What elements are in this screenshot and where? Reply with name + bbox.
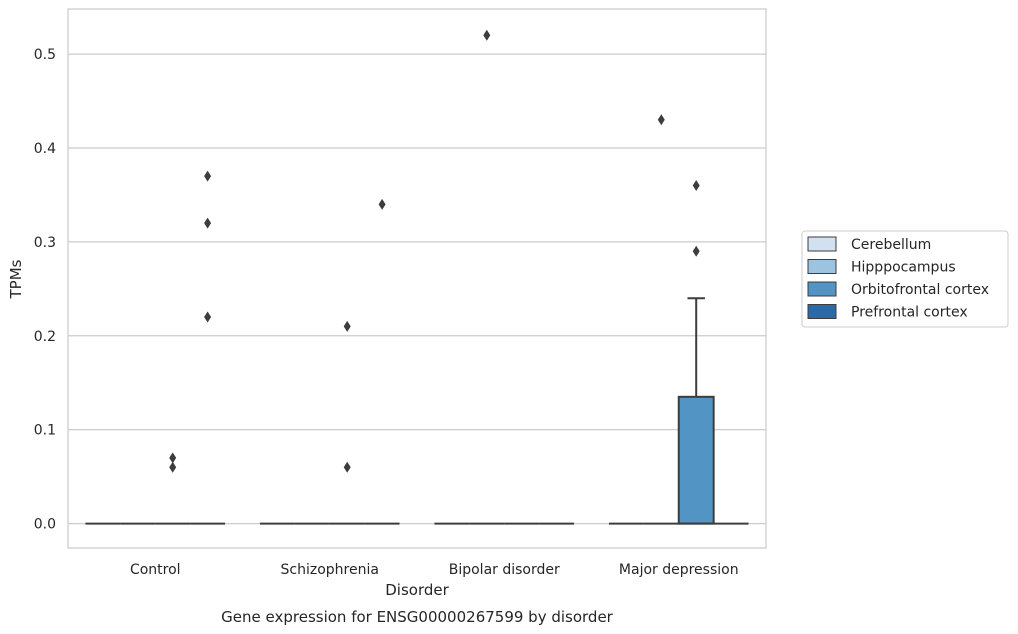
box-bipolar-disorder-hipppocampus xyxy=(469,29,505,525)
outlier-point xyxy=(343,461,351,473)
outlier-point xyxy=(692,245,700,257)
outlier-point xyxy=(169,461,177,473)
y-tick-label: 0.0 xyxy=(34,517,56,533)
legend-swatch xyxy=(807,304,837,319)
y-tick-label: 0.3 xyxy=(34,235,56,251)
outlier-point xyxy=(692,180,700,192)
legend-frame xyxy=(801,230,1009,328)
outlier-point xyxy=(483,29,491,41)
outlier-point xyxy=(657,114,665,126)
y-tick-label: 0.4 xyxy=(34,141,56,157)
box-schizophrenia-orbitofrontal-cortex xyxy=(329,320,365,525)
outlier-point xyxy=(204,217,212,229)
outlier-point xyxy=(343,320,351,332)
legend-swatch xyxy=(807,236,837,252)
x-tick-labels: Control Schizophrenia Bipolar disorder Majo… xyxy=(130,562,739,578)
box-schizophrenia-prefrontal-cortex xyxy=(364,198,400,525)
y-tick-label: 0.1 xyxy=(34,423,56,439)
x-tick-label: Control xyxy=(130,562,181,578)
legend-label: Prefrontal cortex xyxy=(851,305,968,321)
plot-frame xyxy=(67,8,767,549)
legend-swatch xyxy=(807,259,837,274)
x-tick-label: Schizophrenia xyxy=(281,562,379,578)
outlier-point xyxy=(204,311,212,323)
box-control-prefrontal-cortex xyxy=(190,170,226,525)
box-layer xyxy=(85,29,749,525)
legend-swatch xyxy=(807,281,837,297)
outlier-point xyxy=(169,452,177,464)
y-tick-labels: 0.0 0.1 0.2 0.3 0.4 0.5 xyxy=(34,47,56,533)
box-major-depression-orbitofrontal-cortex xyxy=(677,180,715,525)
x-tick-label: Major depression xyxy=(619,562,739,578)
y-tick-label: 0.5 xyxy=(34,47,56,63)
legend-label: Orbitofrontal cortex xyxy=(851,282,989,298)
box-control-orbitofrontal-cortex xyxy=(155,452,191,525)
box-body xyxy=(677,395,715,525)
outlier-point xyxy=(204,170,212,182)
chart-caption: Gene expression for ENSG00000267599 by d… xyxy=(221,608,614,626)
y-tick-label: 0.2 xyxy=(34,329,56,345)
x-axis-label: Disorder xyxy=(385,581,449,599)
outlier-point xyxy=(378,198,386,210)
legend: Cerebellum Hipppocampus Orbitofrontal cort… xyxy=(801,230,1009,328)
y-axis-label: TPMs xyxy=(7,259,25,299)
legend-label: Cerebellum xyxy=(851,237,931,253)
legend-label: Hipppocampus xyxy=(851,260,956,276)
x-tick-label: Bipolar disorder xyxy=(449,562,560,578)
box-major-depression-hipppocampus xyxy=(643,114,679,525)
